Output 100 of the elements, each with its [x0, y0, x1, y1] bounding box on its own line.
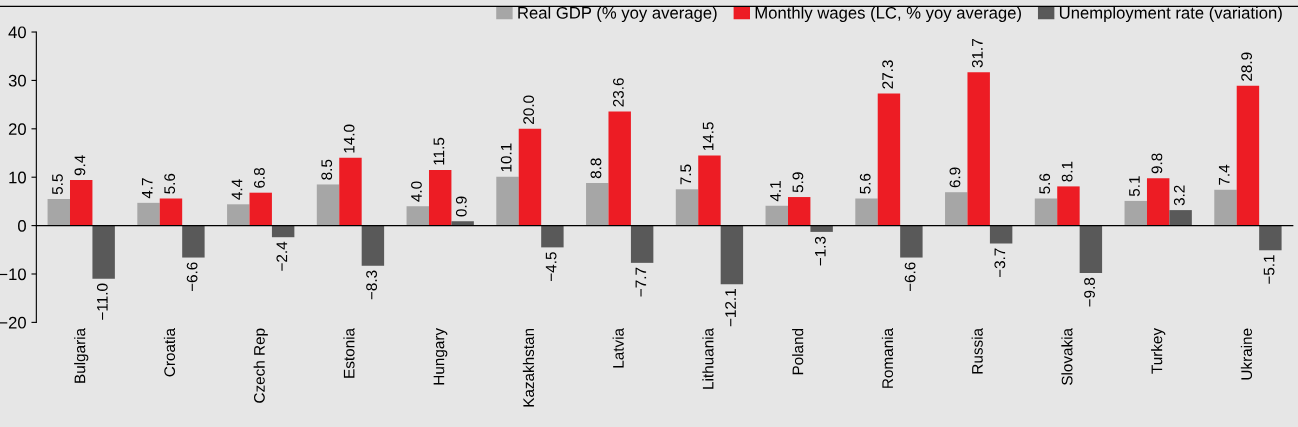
bar: [586, 183, 609, 226]
data-label: 5.6: [859, 173, 871, 194]
data-label: 27.3: [882, 60, 894, 89]
y-tick-label: −10: [0, 268, 26, 281]
data-label: 6.9: [949, 167, 961, 188]
bar: [698, 155, 721, 226]
bar: [1057, 186, 1080, 226]
data-label: 7.5: [680, 164, 692, 185]
bar: [182, 225, 205, 258]
bar: [1259, 225, 1282, 251]
x-tick-label: Czech Rep: [253, 328, 268, 403]
bar: [451, 221, 474, 226]
y-tick-label: −20: [0, 316, 26, 329]
y-tick-label: 30: [8, 74, 26, 87]
x-tick-label: Turkey: [1151, 327, 1166, 374]
x-tick-label: Latvia: [612, 327, 624, 368]
bar: [877, 93, 901, 226]
x-tick-label: Bulgaria: [74, 327, 89, 383]
bar: [137, 202, 160, 226]
bar: [159, 198, 183, 226]
data-label: 23.6: [612, 78, 624, 107]
data-label: 4.0: [411, 181, 422, 202]
data-label: 0.9: [455, 196, 467, 217]
data-label: 8.1: [1061, 161, 1073, 182]
data-label: 7.4: [1218, 164, 1230, 185]
data-label: −1.3: [814, 236, 826, 266]
data-label: −6.6: [186, 262, 198, 292]
x-tick-label: Romania: [881, 327, 894, 388]
bar: [1236, 85, 1260, 226]
bar: [989, 225, 1013, 244]
bar: [608, 111, 631, 226]
bar: [630, 225, 654, 263]
bar: [271, 225, 295, 238]
bar: [339, 157, 362, 226]
legend-label: Monthly wages (LC, % yoy average): [755, 6, 1021, 23]
data-label: 6.8: [254, 167, 265, 188]
x-tick-label: Russia: [971, 327, 983, 374]
bar: [945, 192, 968, 226]
bar: [361, 225, 385, 266]
data-label: −11.0: [96, 283, 108, 320]
data-label: 11.5: [433, 137, 445, 165]
data-label: 8.5: [321, 159, 333, 180]
data-label: −12.1: [725, 289, 736, 327]
data-label: −7.7: [635, 267, 647, 297]
x-tick-label: Estonia: [343, 327, 355, 378]
bar: [92, 225, 115, 279]
data-label: 5.6: [164, 173, 176, 194]
data-label: 14.5: [702, 122, 714, 151]
data-label: −8.3: [366, 270, 377, 300]
y-tick-label: 20: [8, 123, 26, 136]
y-tick-label: 10: [9, 171, 26, 184]
data-label: −6.6: [904, 262, 916, 292]
legend-label: Unemployment rate (variation): [1059, 6, 1282, 23]
data-label: 5.6: [1039, 173, 1051, 194]
bar: [855, 198, 878, 226]
data-label: 3.2: [1173, 185, 1185, 206]
data-label: −5.1: [1263, 255, 1275, 284]
data-label: 10.1: [500, 143, 512, 172]
y-tick-label: 0: [18, 220, 26, 232]
bar: [70, 180, 93, 226]
bar: [428, 169, 452, 226]
bar: [227, 204, 250, 226]
bar: [249, 192, 272, 226]
bar: [541, 225, 564, 248]
data-label: 9.8: [1151, 153, 1163, 174]
bar: [1124, 200, 1147, 226]
x-tick-label: Poland: [792, 328, 804, 375]
data-label: 4.7: [141, 178, 153, 199]
data-label: 14.0: [343, 124, 355, 153]
bar: [720, 225, 744, 285]
data-label: −3.7: [994, 248, 1006, 278]
data-label: 4.4: [231, 179, 243, 200]
y-tick-label: 40: [8, 26, 26, 39]
data-label: −2.4: [276, 241, 288, 271]
bar: [1169, 210, 1192, 226]
data-label: 28.9: [1241, 52, 1253, 81]
x-tick-label: Kazakhstan: [522, 328, 535, 407]
x-tick-label: Slovakia: [1061, 327, 1073, 385]
data-label: −9.8: [1084, 277, 1095, 307]
data-label: 5.1: [1129, 176, 1140, 197]
x-tick-label: Croatia: [163, 327, 176, 377]
bar: [675, 189, 699, 226]
x-tick-label: Hungary: [433, 327, 448, 385]
bar: [900, 225, 923, 258]
bar: [810, 225, 833, 232]
x-tick-label: Ukraine: [1240, 328, 1253, 380]
bar: [1146, 178, 1170, 226]
data-label: 5.9: [792, 172, 804, 193]
data-label: −4.5: [545, 252, 557, 281]
bar: [787, 197, 811, 226]
bar: [1034, 198, 1058, 226]
data-label: 9.4: [74, 155, 86, 176]
bar: [316, 184, 340, 226]
legend-label: Real GDP (% yoy average): [518, 6, 717, 23]
bar: [496, 176, 519, 226]
data-label: 8.8: [590, 158, 602, 179]
bar: [406, 206, 429, 226]
bar: [765, 205, 788, 226]
data-label: 5.5: [52, 174, 63, 195]
bar: [518, 128, 542, 226]
